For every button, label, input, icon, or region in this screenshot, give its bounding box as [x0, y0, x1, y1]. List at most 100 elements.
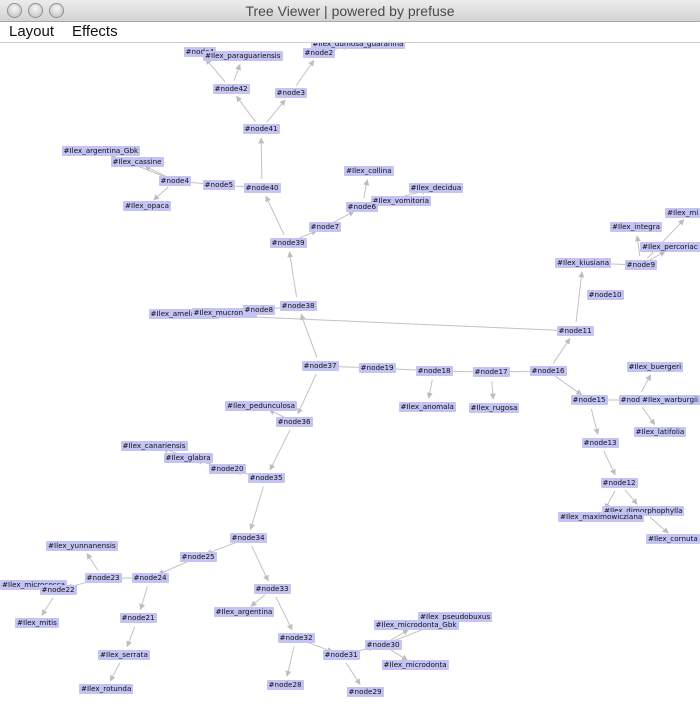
tree-node-node19[interactable]: #node19 [358, 363, 396, 373]
tree-node-ilex-maximowicziana[interactable]: #Ilex_maximowicziana [558, 512, 645, 522]
tree-node-node41[interactable]: #node41 [242, 124, 280, 134]
tree-node-node30[interactable]: #node30 [364, 640, 402, 650]
tree-edge [390, 649, 408, 661]
tree-edge [332, 210, 355, 224]
tree-node-ilex-decidua[interactable]: #Ilex_decidua [408, 183, 464, 193]
menu-effects[interactable]: Effects [72, 23, 118, 40]
tree-node-node4[interactable]: #node4 [183, 47, 217, 57]
tree-edge [144, 165, 168, 178]
tree-node-ilex-cornuta[interactable]: #Ilex_cornuta [646, 534, 700, 544]
tree-node-node18[interactable]: #node18 [415, 366, 453, 376]
tree-node-ilex-paraguariensis[interactable]: #Ilex_paraguariensis [203, 51, 283, 61]
tree-node-ilex-glabra[interactable]: #Ilex_glabra [163, 453, 213, 463]
tree-node-node6[interactable]: #node6 [345, 202, 379, 212]
tree-node-node35[interactable]: #node35 [247, 473, 285, 483]
tree-node-node31[interactable]: #node31 [322, 650, 360, 660]
tree-edge [648, 250, 666, 262]
tree-node-node16[interactable]: #node16 [529, 366, 567, 376]
tree-node-node15[interactable]: #node15 [570, 395, 608, 405]
tree-node-node22[interactable]: #node22 [39, 585, 77, 595]
tree-edge [295, 59, 315, 86]
tree-node-ilex-latifolia[interactable]: #Ilex_latifolia [633, 427, 687, 437]
tree-node-node34[interactable]: #node34 [229, 533, 267, 543]
menu-layout[interactable]: Layout [9, 23, 55, 40]
tree-canvas[interactable]: #node4 #Ilex_paraguariensis #Ilex_dumosa_g… [0, 43, 700, 719]
tree-node-ilex-mucronata[interactable]: #Ilex_mucronata [191, 308, 257, 318]
tree-node-ilex-percoriac[interactable]: #Ilex_percoriac [640, 242, 700, 252]
tree-node-node9[interactable]: #node9 [624, 260, 658, 270]
tree-node-node24[interactable]: #node24 [131, 573, 169, 583]
minimize-window-button[interactable] [28, 3, 43, 18]
tree-node-node25[interactable]: #node25 [179, 552, 217, 562]
tree-node-ilex-serrata[interactable]: #Ilex_serrata [98, 650, 150, 660]
tree-edge [153, 186, 169, 201]
tree-node-ilex-rotunda[interactable]: #Ilex_rotunda [79, 684, 134, 694]
tree-node-node29[interactable]: #node29 [346, 687, 384, 697]
tree-node-ilex-canariensis[interactable]: #Ilex_canariensis [120, 441, 188, 451]
tree-node-node33[interactable]: #node33 [253, 584, 291, 594]
window-title: Tree Viewer | powered by prefuse [245, 3, 455, 19]
tree-node-node37[interactable]: #node37 [301, 361, 339, 371]
tree-node-node14[interactable]: #node14 [618, 395, 656, 405]
tree-node-ilex-kiusiana[interactable]: #Ilex_kiusiana [555, 258, 612, 268]
close-window-button[interactable] [7, 3, 22, 18]
tree-node-ilex-warburgii[interactable]: #Ilex_warburgii [640, 395, 700, 405]
tree-edge [126, 626, 136, 648]
tree-node-node40[interactable]: #node40 [243, 183, 281, 193]
tree-node-node36[interactable]: #node36 [275, 417, 313, 427]
tree-edge [139, 586, 148, 610]
tree-node-ilex-vomitoria[interactable]: #Ilex_vomitoria [370, 196, 432, 206]
tree-node-ilex-pedunculosa[interactable]: #Ilex_pedunculosa [225, 401, 297, 411]
tree-node-ilex-mitis[interactable]: #Ilex_mitis [15, 618, 59, 628]
tree-node-ilex-integra[interactable]: #Ilex_integra [610, 222, 662, 232]
tree-node-node5[interactable]: #node5 [202, 180, 236, 190]
tree-edge [590, 408, 600, 435]
tree-node-ilex-pseudobuxus[interactable]: #Ilex_pseudobuxus [418, 612, 493, 622]
tree-node-node12[interactable]: #node12 [600, 478, 638, 488]
tree-edge [235, 95, 257, 123]
tree-node-ilex-opaca[interactable]: #Ilex_opaca [123, 201, 172, 211]
tree-edge [575, 271, 585, 323]
tree-edge [251, 545, 269, 582]
tree-node-ilex-argentina-gbk[interactable]: #Ilex_argentina_Gbk [61, 146, 141, 156]
tree-node-node8[interactable]: #node8 [242, 305, 276, 315]
tree-node-ilex-microdonta[interactable]: #Ilex_microdonta [381, 660, 449, 670]
tree-node-node10[interactable]: #node10 [586, 290, 624, 300]
tree-node-node2[interactable]: #node2 [302, 48, 336, 58]
tree-node-ilex-amelanchier[interactable]: #Ilex_amelanchier [148, 309, 220, 319]
tree-node-ilex-yunnanensis[interactable]: #Ilex_yunnanensis [46, 541, 118, 551]
tree-edge [157, 560, 190, 575]
tree-edge [258, 137, 265, 180]
tree-node-node3[interactable]: #node3 [274, 88, 308, 98]
tree-node-node38[interactable]: #node38 [279, 301, 317, 311]
zoom-window-button[interactable] [49, 3, 64, 18]
tree-node-node13[interactable]: #node13 [581, 438, 619, 448]
tree-node-node4[interactable]: #node4 [158, 176, 192, 186]
tree-node-node7[interactable]: #node7 [308, 222, 342, 232]
tree-node-ilex-anomala[interactable]: #Ilex_anomala [398, 402, 456, 412]
tree-edge [641, 407, 656, 426]
tree-node-ilex-microdonta-gbk[interactable]: #Ilex_microdonta_Gbk [373, 620, 459, 630]
tree-node-ilex-buergeri[interactable]: #Ilex_buergeri [626, 362, 684, 372]
tree-node-node32[interactable]: #node32 [277, 633, 315, 643]
tree-node-ilex-cassine[interactable]: #Ilex_cassine [110, 157, 164, 167]
tree-node-ilex-dumosa-guaranina[interactable]: #Ilex_dumosa_guaranina [310, 43, 406, 49]
tree-node-node39[interactable]: #node39 [269, 238, 307, 248]
tree-node-node11[interactable]: #node11 [556, 326, 594, 336]
tree-node-ilex-rugosa[interactable]: #Ilex_rugosa [468, 403, 520, 413]
tree-node-node42[interactable]: #node42 [212, 84, 250, 94]
tree-node-ilex-collina[interactable]: #Ilex_collina [344, 166, 394, 176]
tree-node-ilex-argentina[interactable]: #Ilex_argentina [213, 607, 275, 617]
tree-edge [268, 409, 287, 419]
tree-node-node23[interactable]: #node23 [84, 573, 122, 583]
tree-node-ilex-dimorphophylla[interactable]: #Ilex_dimorphophylla [602, 506, 685, 516]
tree-node-ilex-micrococca[interactable]: #Ilex_micrococca [0, 580, 68, 590]
tree-node-node20[interactable]: #node20 [208, 464, 246, 474]
title-bar[interactable]: Tree Viewer | powered by prefuse [0, 0, 700, 22]
tree-node-node17[interactable]: #node17 [472, 367, 510, 377]
tree-edge [250, 594, 266, 607]
tree-node-node21[interactable]: #node21 [119, 613, 157, 623]
tree-node-ilex-mi[interactable]: #Ilex_mi [665, 208, 700, 218]
tree-node-node28[interactable]: #node28 [266, 680, 304, 690]
